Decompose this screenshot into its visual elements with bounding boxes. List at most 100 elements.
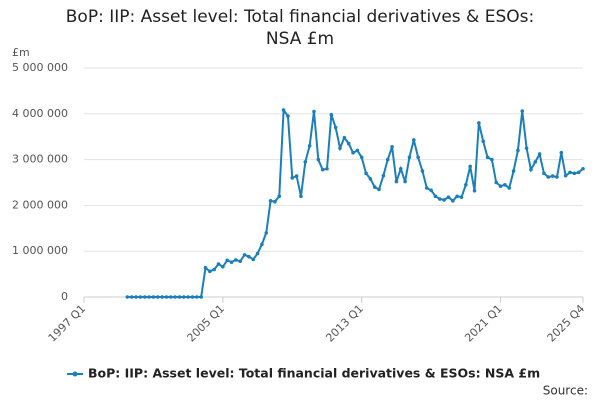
x-tick-label: 2025 Q4 xyxy=(545,302,588,345)
data-point xyxy=(459,195,464,199)
data-point xyxy=(377,187,381,192)
x-tick-label: 2013 Q1 xyxy=(323,302,366,345)
y-tick-label: 4 000 000 xyxy=(12,107,68,120)
data-point xyxy=(329,112,334,117)
x-tick-label: 1997 Q1 xyxy=(46,302,89,345)
data-point xyxy=(160,295,164,299)
data-point xyxy=(190,295,195,299)
data-point xyxy=(325,166,329,171)
data-point xyxy=(411,138,416,142)
data-point xyxy=(177,295,182,299)
data-point xyxy=(442,198,446,202)
data-point xyxy=(542,171,546,176)
data-point xyxy=(390,144,394,149)
data-point xyxy=(238,259,243,264)
data-point xyxy=(277,194,282,199)
data-point xyxy=(364,171,368,176)
data-point xyxy=(173,295,177,299)
data-point xyxy=(494,180,499,185)
x-tick-label: 2005 Q1 xyxy=(185,302,228,345)
data-point xyxy=(273,199,277,204)
data-point xyxy=(481,139,486,144)
data-point xyxy=(451,199,455,203)
legend-marker xyxy=(72,371,78,377)
data-point xyxy=(307,144,312,148)
data-point xyxy=(446,195,451,199)
data-point xyxy=(147,295,151,299)
data-point xyxy=(368,177,373,181)
data-point xyxy=(299,194,303,199)
y-tick-label: 5 000 000 xyxy=(12,61,68,74)
source: Source: xyxy=(543,384,588,398)
data-point xyxy=(529,167,533,172)
data-point xyxy=(303,160,308,164)
data-point xyxy=(572,171,577,176)
data-point xyxy=(151,295,156,299)
data-point xyxy=(533,160,538,164)
data-point xyxy=(186,295,190,299)
data-point xyxy=(212,267,216,272)
y-tick-label: 1 000 000 xyxy=(12,244,68,257)
data-point xyxy=(155,295,160,299)
data-point xyxy=(312,109,316,114)
data-point xyxy=(511,169,516,173)
data-point xyxy=(477,121,481,125)
data-point xyxy=(129,295,134,299)
y-tick-label: 3 000 000 xyxy=(12,153,68,166)
y-tick-label: 2 000 000 xyxy=(12,198,68,211)
data-point xyxy=(433,194,438,199)
data-point xyxy=(516,148,520,153)
data-point xyxy=(320,167,325,172)
data-point xyxy=(416,155,420,160)
data-point xyxy=(242,253,247,257)
data-point xyxy=(503,182,507,187)
data-point xyxy=(372,185,377,189)
data-point xyxy=(255,251,260,256)
legend-label: BoP: IIP: Asset level: Total financial d… xyxy=(88,366,540,381)
data-point xyxy=(394,179,399,184)
data-point xyxy=(351,150,355,155)
data-point xyxy=(546,175,551,179)
data-point xyxy=(407,155,412,160)
data-point xyxy=(537,152,542,156)
data-point xyxy=(125,295,130,299)
data-point xyxy=(138,295,143,299)
data-point xyxy=(134,295,138,299)
data-point xyxy=(490,157,494,162)
data-point xyxy=(260,242,264,247)
data-point xyxy=(168,295,173,299)
data-point xyxy=(216,262,221,266)
y-unit-label: £m xyxy=(12,46,30,59)
data-point xyxy=(225,258,229,263)
chart-title: BoP: IIP: Asset level: Total financial d… xyxy=(65,7,535,49)
y-tick-label: 0 xyxy=(61,290,68,303)
data-point xyxy=(563,173,568,178)
data-point xyxy=(555,175,559,179)
data-point xyxy=(294,174,299,178)
data-point xyxy=(507,186,512,190)
data-point xyxy=(355,148,360,153)
data-point xyxy=(359,155,364,160)
data-point xyxy=(455,194,459,199)
data-point xyxy=(420,169,425,173)
data-point xyxy=(346,141,351,146)
data-point xyxy=(468,164,472,169)
x-tick-label: 2021 Q1 xyxy=(462,302,505,345)
data-point xyxy=(385,157,390,162)
data-point xyxy=(338,146,342,150)
data-point xyxy=(164,295,169,299)
data-point xyxy=(581,166,585,171)
data-point xyxy=(559,150,564,155)
data-point xyxy=(485,155,490,160)
data-point xyxy=(568,170,572,175)
data-point xyxy=(290,176,295,180)
data-point xyxy=(316,157,321,162)
data-point xyxy=(234,258,238,262)
data-point xyxy=(424,186,429,190)
data-point xyxy=(264,231,269,235)
data-point xyxy=(398,166,403,171)
data-point xyxy=(229,260,234,264)
data-point xyxy=(520,109,525,113)
